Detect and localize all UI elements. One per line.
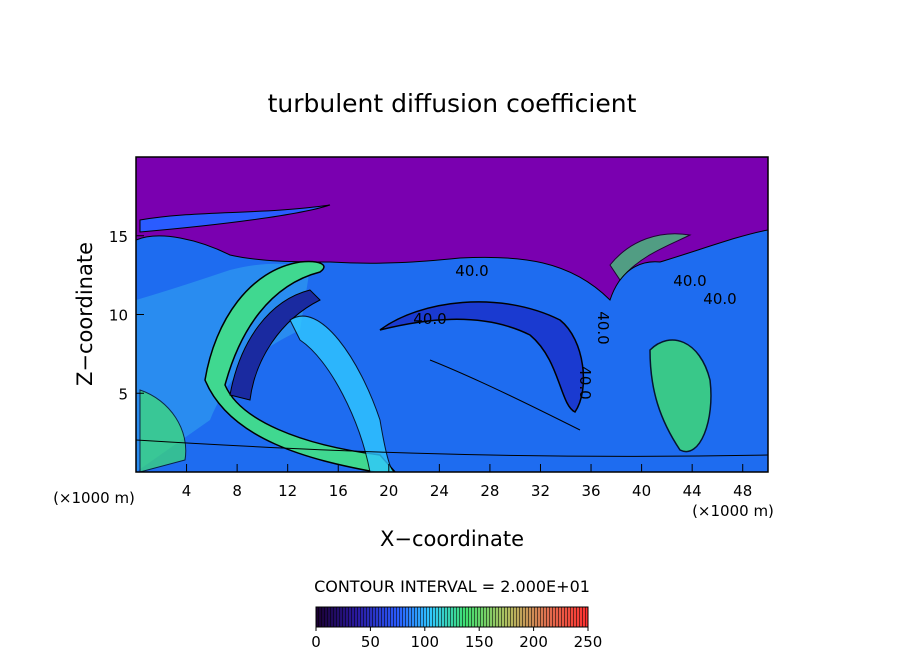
y-tick-label: 15 <box>109 228 128 246</box>
x-tick-label: 28 <box>480 482 499 500</box>
x-tick-label: 12 <box>278 482 297 500</box>
contour-label: 40.0 <box>673 272 706 290</box>
colorbar-tick-label: 150 <box>465 633 494 651</box>
y-tick-label: 10 <box>109 307 128 325</box>
contour-labels: 40.040.0 40.040.040.040.0 <box>413 262 736 400</box>
contour-label: 40.0 <box>594 311 612 344</box>
x-tick-label: 32 <box>531 482 550 500</box>
x-tick-label: 4 <box>182 482 192 500</box>
x-tick-label: 20 <box>379 482 398 500</box>
contour-label: 40.0 <box>413 310 446 328</box>
y-tick-label: 5 <box>118 385 128 403</box>
x-tick-label: 24 <box>430 482 449 500</box>
x-tick-label: 8 <box>232 482 242 500</box>
colorbar-tick-label: 100 <box>410 633 439 651</box>
x-tick-label: 36 <box>581 482 600 500</box>
colorbar-frame <box>315 606 589 628</box>
x-axis-label: X−coordinate <box>380 527 524 551</box>
contour-label: 40.0 <box>703 290 736 308</box>
contour-interval: CONTOUR INTERVAL = 2.000E+01 <box>314 577 590 596</box>
colorbar-tick-label: 200 <box>519 633 548 651</box>
contour-label: 40.0 <box>576 366 594 399</box>
colorbar-tick-label: 250 <box>574 633 603 651</box>
colorbar-tick-label: 50 <box>361 633 380 651</box>
contour-label: 40.0 <box>455 262 488 280</box>
chart-title: turbulent diffusion coefficient <box>268 89 637 118</box>
x-unit-right: (×1000 m) <box>692 502 774 520</box>
y-axis-label: Z−coordinate <box>73 242 97 386</box>
x-tick-label: 48 <box>733 482 752 500</box>
x-tick-label: 44 <box>683 482 702 500</box>
field <box>136 157 768 472</box>
x-tick-label: 40 <box>632 482 651 500</box>
colorbar-tick-label: 0 <box>311 633 321 651</box>
x-tick-label: 16 <box>329 482 348 500</box>
x-unit-left: (×1000 m) <box>53 489 135 507</box>
